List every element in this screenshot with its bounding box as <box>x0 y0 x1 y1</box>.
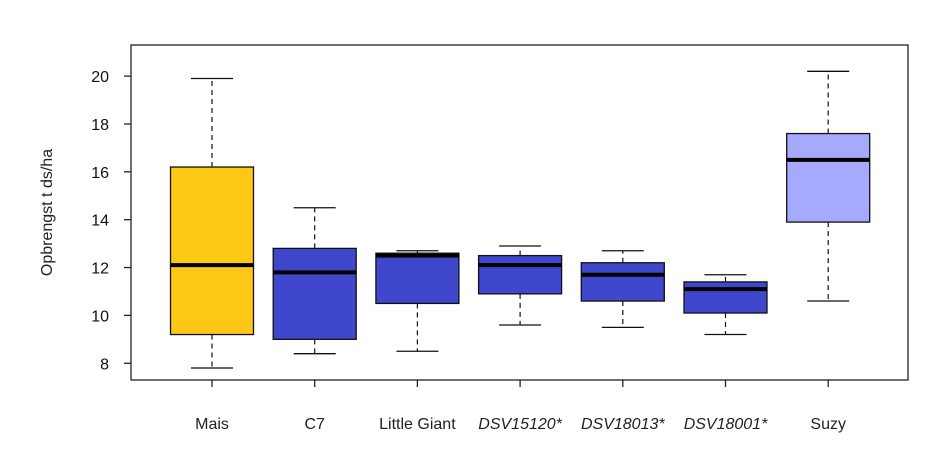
x-tick-label: DSV18013* <box>581 416 665 433</box>
boxes-group <box>169 70 871 369</box>
box-6 <box>683 274 768 336</box>
y-tick-label: 10 <box>91 308 109 325</box>
iqr-box <box>272 247 357 340</box>
x-axis-labels: Mais C7 Little Giant DSV15120* DSV18013* DSV1… <box>195 380 846 433</box>
x-tick-label: Little Giant <box>379 416 456 433</box>
iqr-box <box>786 132 871 223</box>
y-tick-label: 16 <box>91 165 109 182</box>
x-tick-label: DSV15120* <box>478 416 562 433</box>
box-3 <box>375 250 460 352</box>
box-5 <box>580 250 665 329</box>
y-axis: 8 10 12 14 16 18 20 <box>91 69 131 373</box>
x-tick-label: Mais <box>195 416 229 433</box>
iqr-box <box>477 254 563 295</box>
iqr-box <box>580 262 665 302</box>
x-tick-label: DSV18001* <box>684 416 768 433</box>
box-1 <box>169 77 255 369</box>
iqr-box <box>375 252 460 305</box>
y-tick-label: 18 <box>91 117 109 134</box>
box-7 <box>786 70 871 302</box>
y-tick-label: 20 <box>91 69 109 86</box>
y-axis-title: Opbrengst t ds/ha <box>39 149 56 276</box>
box-2 <box>272 207 357 355</box>
y-tick-label: 8 <box>100 356 109 373</box>
box-4 <box>477 245 563 326</box>
x-tick-label: Suzy <box>810 416 846 433</box>
y-tick-label: 14 <box>91 213 109 230</box>
iqr-box <box>683 281 768 314</box>
x-tick-label: C7 <box>304 416 325 433</box>
iqr-box <box>169 166 255 336</box>
y-tick-label: 12 <box>91 261 109 278</box>
